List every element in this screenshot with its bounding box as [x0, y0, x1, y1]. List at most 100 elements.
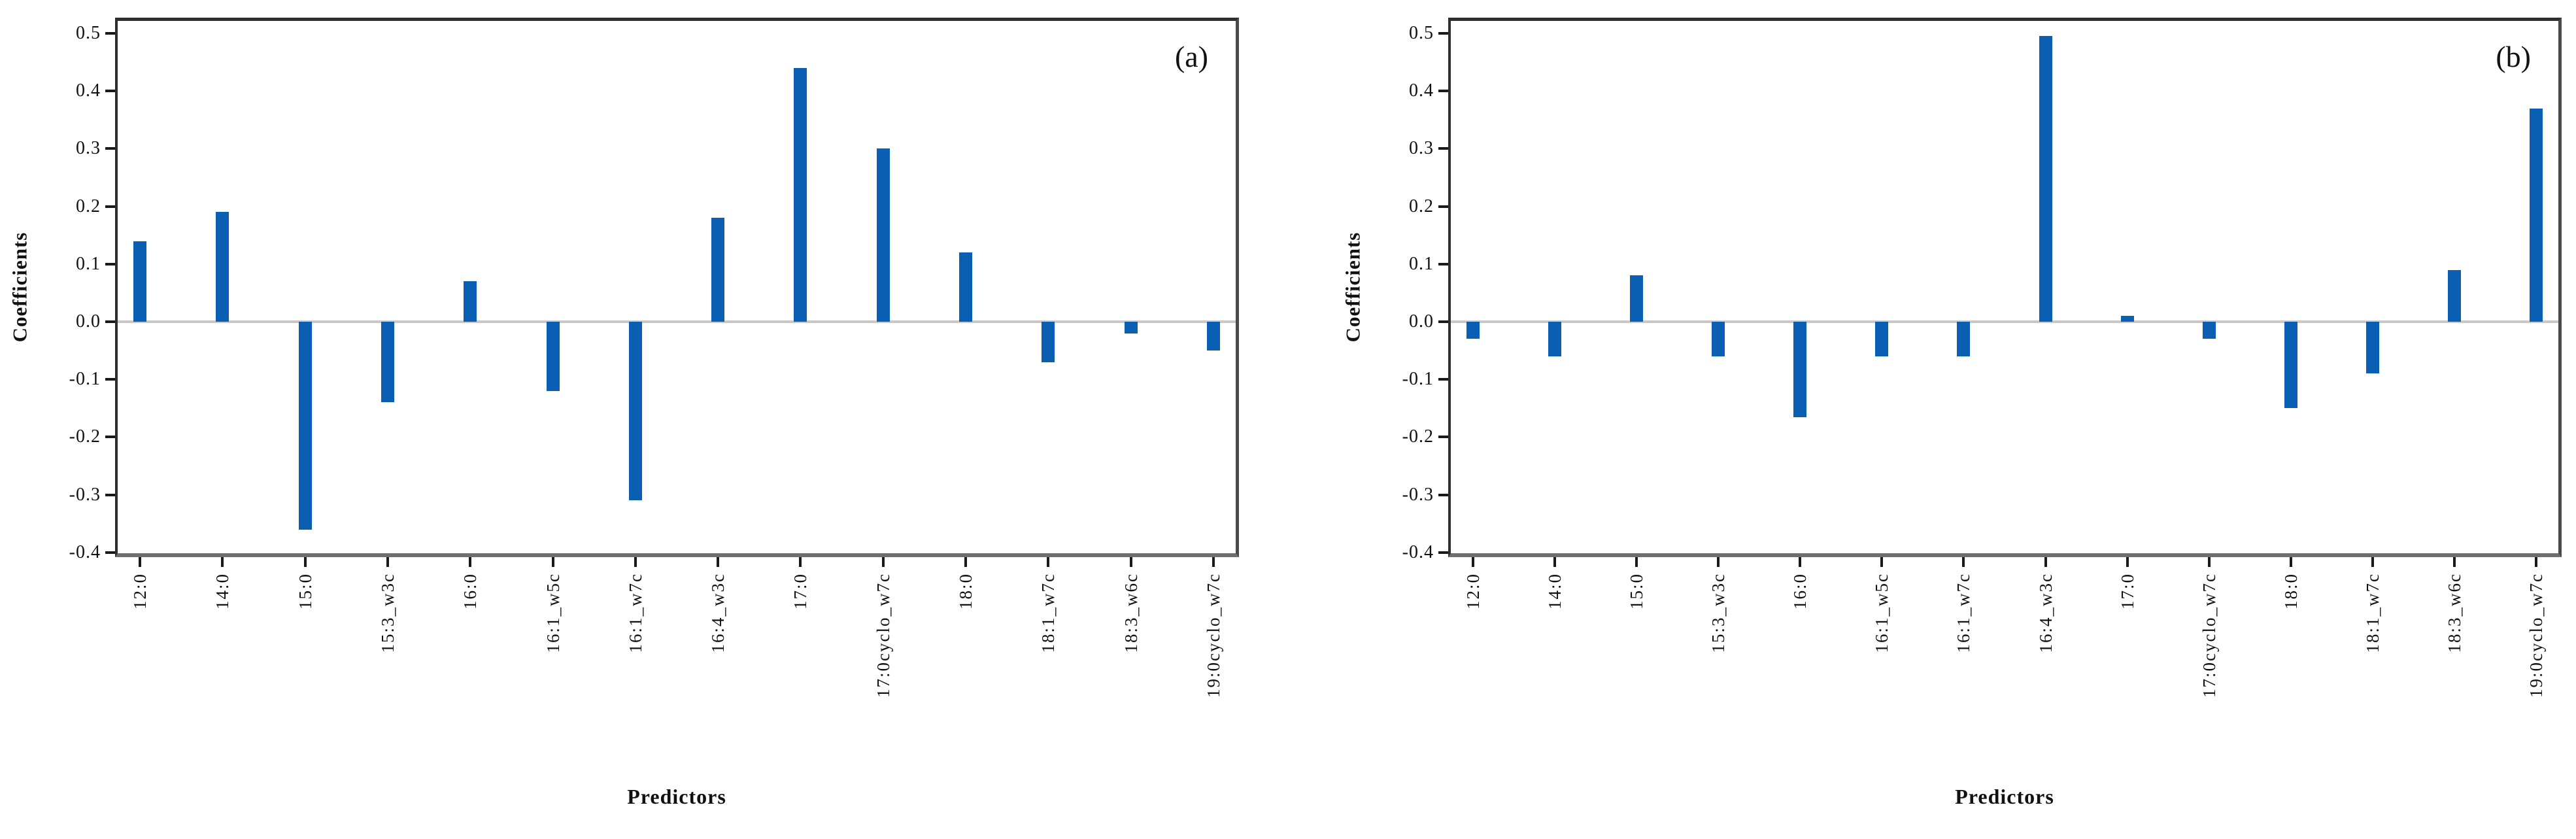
x-tick-mark [2126, 557, 2129, 567]
x-tick-mark [799, 557, 802, 567]
x-tick-label: 16:0 [1790, 573, 1810, 610]
x-tick-mark [1553, 557, 1557, 567]
x-tick-label: 16:0 [460, 573, 481, 610]
x-tick-mark [964, 557, 968, 567]
bar-17:0 [2120, 316, 2134, 322]
y-axis-title-b: Coefficients [1338, 21, 1367, 553]
plot-area-a: (a) Coefficients Predictors 0.5 0.4 0.3 0.2… [8, 18, 1239, 808]
bar-18:0 [2284, 322, 2297, 409]
y-tick-label: 0.0 [76, 311, 101, 332]
x-tick-mark [881, 557, 885, 567]
x-tick-mark [1212, 557, 1215, 567]
x-tick-label: 15:0 [1627, 573, 1647, 610]
x-axis-title-b: Predictors [1955, 785, 2054, 808]
bar-16:0 [1793, 322, 1807, 417]
x-tick-label: 15:3_w3c [377, 573, 398, 653]
x-tick-label: 14:0 [212, 573, 233, 610]
x-tick-mark [2207, 557, 2211, 567]
y-tick-label: 0.5 [1409, 23, 1434, 43]
bar-19:0cyclo_w7c [2530, 108, 2543, 322]
x-tick-mark [634, 557, 637, 567]
zero-baseline [118, 320, 1236, 323]
x-tick-label: 16:1_w5c [543, 573, 563, 653]
x-tick-mark [386, 557, 389, 567]
y-tick-label: 0.2 [76, 196, 101, 216]
x-tick-label: 19:0cyclo_w7c [2526, 573, 2546, 698]
x-tick-mark [1799, 557, 1802, 567]
x-tick-label: 12:0 [1463, 573, 1483, 610]
x-tick-label: 18:1_w7c [1038, 573, 1059, 653]
bar-16:0 [464, 281, 477, 322]
bar-17:0cyclo_w7c [876, 148, 890, 322]
bar-18:0 [959, 252, 973, 322]
x-tick-mark [1472, 557, 1474, 567]
y-tick-mark [1438, 436, 1448, 439]
bar-12:0 [133, 241, 146, 322]
x-tick-mark [551, 557, 554, 567]
y-tick-label: -0.2 [1402, 426, 1434, 447]
y-tick-mark [105, 320, 115, 323]
bar-15:0 [298, 322, 312, 530]
y-axis-title-text: Coefficients [8, 231, 31, 343]
y-tick-label: -0.1 [69, 369, 101, 390]
y-tick-mark [105, 262, 115, 265]
bar-14:0 [1548, 322, 1562, 356]
bar-17:0 [794, 67, 807, 322]
x-tick-mark [2371, 557, 2374, 567]
bar-16:4_w3c [2039, 36, 2052, 322]
x-tick-label: 18:0 [2280, 573, 2301, 610]
panel-label-a: (a) [1174, 40, 1208, 73]
x-tick-mark [1962, 557, 1965, 567]
y-tick-label: 0.4 [1409, 80, 1434, 101]
x-tick-label: 17:0 [2117, 573, 2137, 610]
y-tick-mark [1438, 262, 1448, 265]
x-tick-mark [1047, 557, 1050, 567]
x-tick-mark [469, 557, 472, 567]
y-tick-mark [105, 90, 115, 93]
x-tick-label: 15:3_w3c [1708, 573, 1729, 653]
bar-18:1_w7c [2365, 322, 2379, 374]
bar-18:3_w6c [2447, 269, 2461, 322]
x-tick-label: 16:4_w3c [708, 573, 728, 653]
y-axis-title-text: Coefficients [1341, 231, 1364, 343]
y-tick-label: 0.2 [1409, 196, 1434, 216]
bar-16:1_w5c [546, 322, 560, 391]
x-tick-label: 16:1_w5c [1872, 573, 1892, 653]
y-tick-mark [1438, 378, 1448, 381]
x-tick-label: 17:0cyclo_w7c [2199, 573, 2219, 698]
x-tick-label: 18:3_w6c [1121, 573, 1141, 653]
bar-18:1_w7c [1042, 322, 1055, 362]
x-tick-label: 18:1_w7c [2362, 573, 2382, 653]
bar-16:1_w5c [1875, 322, 1889, 356]
x-tick-label: 14:0 [1545, 573, 1565, 610]
y-tick-label: -0.4 [1402, 541, 1434, 562]
x-tick-mark [221, 557, 224, 567]
bar-12:0 [1466, 322, 1480, 339]
y-tick-label: -0.3 [1402, 484, 1434, 505]
y-tick-mark [105, 147, 115, 150]
x-tick-mark [2452, 557, 2456, 567]
y-tick-label: 0.4 [76, 80, 101, 101]
y-tick-mark [105, 551, 115, 554]
x-tick-label: 18:0 [956, 573, 976, 610]
y-tick-mark [1438, 147, 1448, 150]
bar-15:3_w3c [1712, 322, 1725, 356]
y-tick-label: 0.3 [1409, 138, 1434, 159]
bar-15:3_w3c [381, 322, 394, 403]
x-tick-mark [717, 557, 720, 567]
x-tick-label: 17:0cyclo_w7c [873, 573, 893, 698]
x-tick-label: 16:4_w3c [2035, 573, 2056, 653]
bar-15:0 [1630, 275, 1644, 322]
y-tick-label: -0.1 [1402, 369, 1434, 390]
x-tick-label: 19:0cyclo_w7c [1204, 573, 1223, 698]
x-tick-label: 16:1_w7c [1954, 573, 1974, 653]
y-tick-label: 0.1 [1409, 253, 1434, 274]
y-tick-mark [105, 32, 115, 35]
bar-16:1_w7c [1957, 322, 1971, 356]
y-tick-mark [1438, 32, 1448, 35]
bar-16:4_w3c [711, 218, 725, 322]
y-tick-mark [1438, 551, 1448, 554]
y-tick-label: -0.4 [69, 541, 101, 562]
bar-16:1_w7c [628, 322, 642, 501]
